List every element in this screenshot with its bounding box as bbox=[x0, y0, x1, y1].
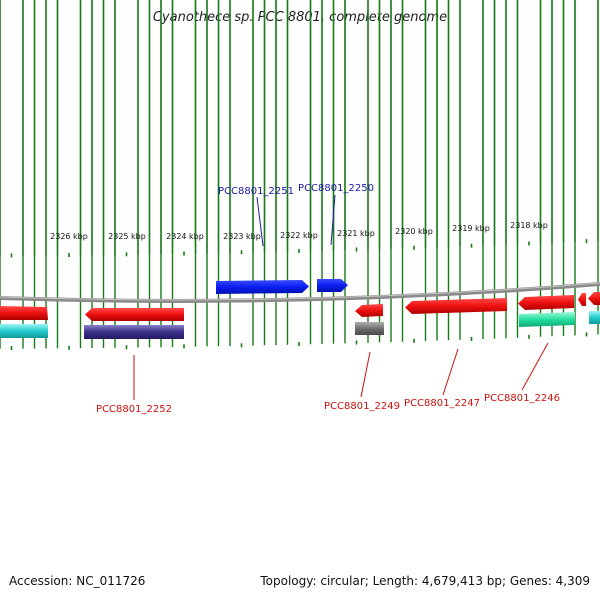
feature-track-navy[interactable] bbox=[84, 325, 184, 339]
scale-tick-label: 2321 kbp bbox=[337, 229, 375, 238]
accession-text: Accession: NC_011726 bbox=[9, 574, 146, 588]
gene-PCC8801_2252[interactable] bbox=[85, 308, 184, 321]
genome-title: Cyanothece sp. PCC 8801, complete genome bbox=[152, 10, 448, 25]
gene-label-PCC8801_2247[interactable]: PCC8801_2247 bbox=[404, 398, 480, 409]
scale-tick-label: 2322 kbp bbox=[280, 231, 318, 240]
gene-PCC8801_2247[interactable] bbox=[405, 298, 507, 314]
gene-PCC8801_2251[interactable] bbox=[216, 280, 309, 294]
leader-line-2247 bbox=[442, 348, 459, 396]
gene-left-edge-partial[interactable] bbox=[0, 306, 48, 320]
genome-backbone-highlight bbox=[0, 282, 600, 301]
upper-scale-ticks bbox=[0, 0, 599, 258]
gene-right-small[interactable] bbox=[578, 293, 586, 306]
gene-PCC8801_2246[interactable] bbox=[518, 295, 574, 310]
gene-right-edge-partial[interactable] bbox=[588, 292, 600, 305]
gene-label-PCC8801_2251[interactable]: PCC8801_2251 bbox=[218, 186, 294, 197]
gene-label-PCC8801_2249[interactable]: PCC8801_2249 bbox=[324, 401, 400, 412]
scale-tick-label: 2318 kbp bbox=[510, 221, 548, 230]
scale-tick-label: 2319 kbp bbox=[452, 224, 490, 233]
gene-PCC8801_2249[interactable] bbox=[355, 304, 383, 317]
feature-track-mint[interactable] bbox=[519, 312, 575, 327]
leader-line-2249 bbox=[360, 351, 371, 398]
gene-label-PCC8801_2246[interactable]: PCC8801_2246 bbox=[484, 393, 560, 404]
feature-track-cyan-right[interactable] bbox=[589, 311, 600, 324]
genome-backbone bbox=[0, 282, 600, 303]
scale-tick-label: 2324 kbp bbox=[166, 232, 204, 241]
leader-line-2246 bbox=[521, 342, 549, 391]
scale-tick-label: 2326 kbp bbox=[50, 232, 88, 241]
gene-PCC8801_2250[interactable] bbox=[317, 279, 348, 292]
gene-label-PCC8801_2252[interactable]: PCC8801_2252 bbox=[96, 404, 172, 415]
scale-tick-label: 2323 kbp bbox=[223, 232, 261, 241]
leader-line-2250 bbox=[330, 194, 336, 246]
genome-summary-text: Topology: circular; Length: 4,679,413 bp… bbox=[260, 574, 590, 588]
scale-tick-label: 2320 kbp bbox=[395, 227, 433, 236]
feature-track-cyan-left[interactable] bbox=[0, 324, 48, 338]
leader-line-2251 bbox=[256, 196, 264, 247]
scale-tick-labels: 2326 kbp 2325 kbp 2324 kbp 2323 kbp 2322 kbp… bbox=[50, 221, 548, 241]
gene-label-PCC8801_2250[interactable]: PCC8801_2250 bbox=[298, 183, 374, 194]
feature-track-gray[interactable] bbox=[355, 322, 384, 335]
scale-tick-label: 2325 kbp bbox=[108, 232, 146, 241]
